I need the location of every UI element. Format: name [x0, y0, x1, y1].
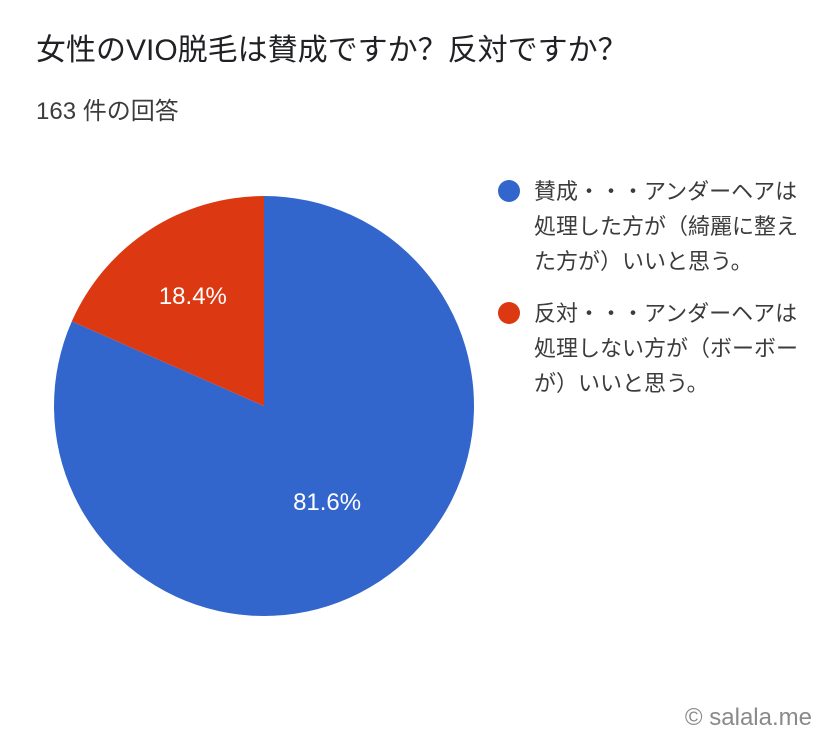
legend-item-0: 賛成・・・アンダーヘアは処理した方が（綺麗に整えた方が）いいと思う。	[498, 174, 798, 280]
response-count: 163 件の回答	[36, 91, 804, 126]
chart-title: 女性のVIO脱毛は賛成ですか？反対ですか？	[36, 28, 676, 73]
pie-chart: 81.6% 18.4%	[54, 196, 474, 616]
chart-area: 81.6% 18.4% 賛成・・・アンダーヘアは処理した方が（綺麗に整えた方が）い…	[36, 166, 804, 616]
pie-svg	[54, 196, 474, 616]
legend-dot-icon	[498, 180, 520, 202]
slice-label-1: 18.4%	[159, 283, 227, 311]
slice-label-0: 81.6%	[293, 489, 361, 517]
legend-label: 反対・・・アンダーヘアは処理しない方が（ボーボーが）いいと思う。	[534, 296, 798, 402]
legend-item-1: 反対・・・アンダーヘアは処理しない方が（ボーボーが）いいと思う。	[498, 296, 798, 402]
legend-label: 賛成・・・アンダーヘアは処理した方が（綺麗に整えた方が）いいと思う。	[534, 174, 798, 280]
legend-dot-icon	[498, 302, 520, 324]
credit-text: © salala.me	[685, 704, 812, 732]
legend: 賛成・・・アンダーヘアは処理した方が（綺麗に整えた方が）いいと思う。反対・・・ア…	[498, 174, 798, 417]
